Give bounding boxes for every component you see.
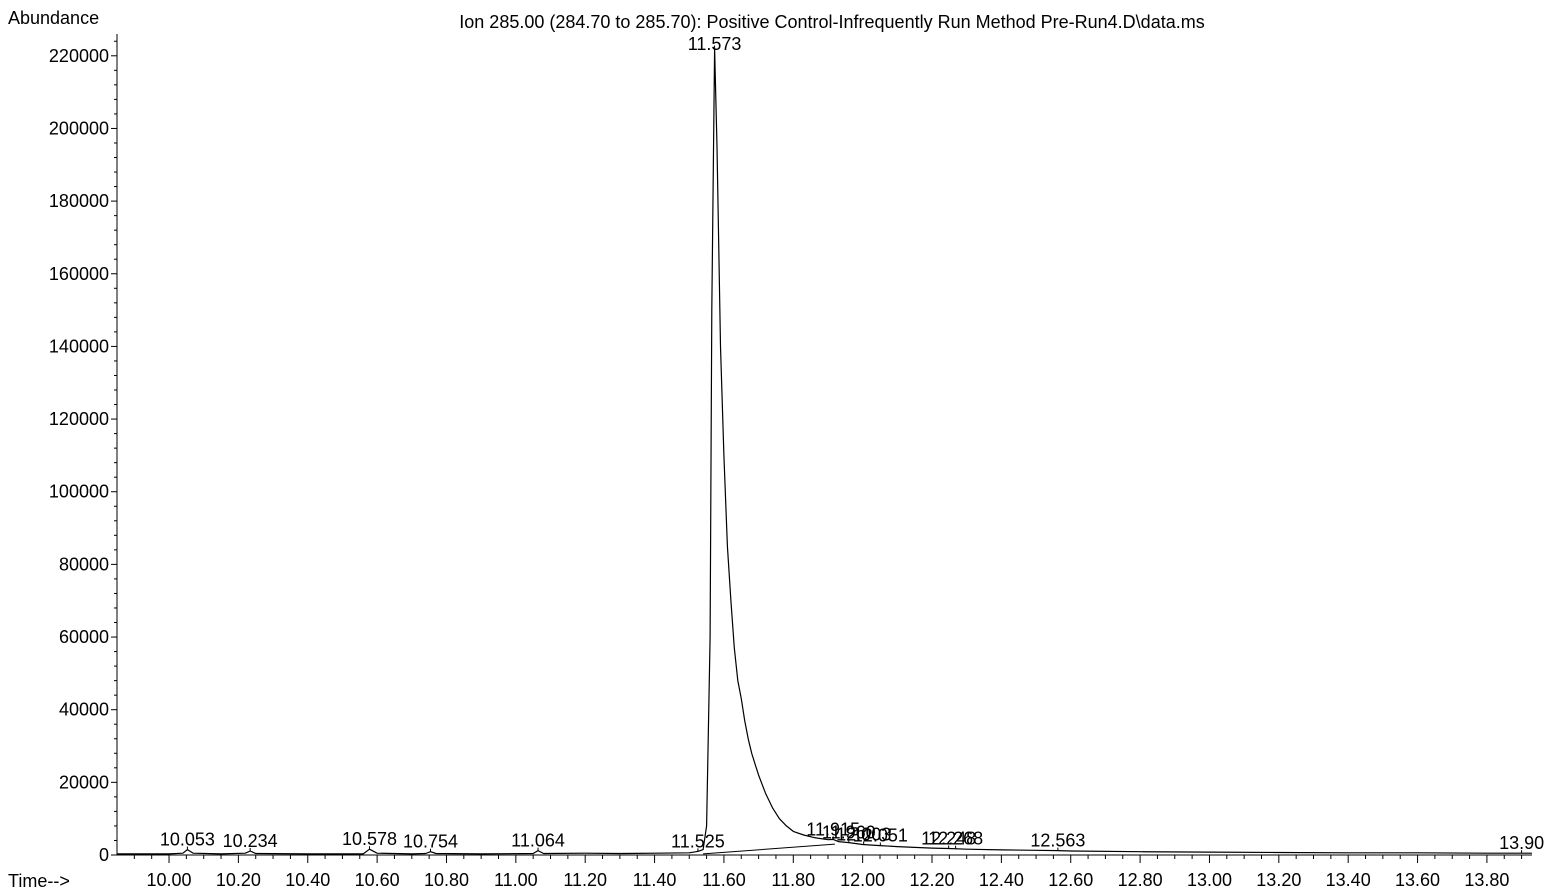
x-tick-label: 13.20	[1256, 870, 1301, 890]
integration-baselines	[703, 843, 835, 855]
peak-label: 11.573	[688, 34, 742, 54]
x-tick-label: 11.40	[633, 870, 677, 890]
x-tick-label: 12.20	[909, 870, 954, 890]
series-group	[117, 47, 1532, 855]
peak-label: 11.960	[822, 823, 876, 843]
x-tick-label: 12.60	[1048, 870, 1093, 890]
y-axis-label: Abundance	[8, 8, 99, 28]
y-tick-label: 40000	[59, 700, 109, 720]
x-tick-label: 13.60	[1395, 870, 1440, 890]
baseline-segment	[703, 843, 835, 855]
x-tick-label: 11.80	[771, 870, 815, 890]
y-tick-label: 200000	[49, 118, 109, 138]
y-tick-label: 140000	[49, 336, 109, 356]
peak-label: 11.525	[671, 831, 725, 851]
y-tick-label: 180000	[49, 191, 109, 211]
x-tick-label: 10.60	[355, 870, 400, 890]
peak-label: 12.248	[921, 828, 976, 848]
y-tick-label: 160000	[49, 264, 109, 284]
peak-label: 10.053	[160, 830, 215, 850]
y-axis-ticks: 0 20000 40000 60000 80000 100000 120000 140000 1…	[49, 40, 117, 865]
x-tick-label: 11.20	[563, 870, 607, 890]
x-tick-label: 11.60	[702, 870, 746, 890]
x-axis-ticks: 10.00 10.20 10.40 10.60 10.80 11.00 11.20 11.40…	[133, 855, 1523, 890]
peak-label: 10.754	[403, 832, 458, 852]
x-axis-label: Time-->	[8, 871, 70, 891]
x-tick-label: 13.00	[1187, 870, 1232, 890]
y-tick-label: 60000	[59, 627, 109, 647]
x-tick-label: 10.00	[146, 870, 191, 890]
y-tick-label: 220000	[49, 46, 109, 66]
x-tick-label: 11.00	[494, 870, 538, 890]
x-tick-label: 12.40	[979, 870, 1024, 890]
x-tick-label: 12.00	[840, 870, 885, 890]
y-tick-label: 120000	[49, 409, 109, 429]
x-tick-label: 10.40	[285, 870, 330, 890]
chart-title: Ion 285.00 (284.70 to 285.70): Positive …	[459, 12, 1204, 32]
peak-label: 11.064	[511, 831, 565, 851]
peak-label: 12.268	[928, 829, 983, 849]
x-tick-label: 10.20	[216, 870, 261, 890]
x-tick-label: 13.40	[1326, 870, 1371, 890]
y-tick-label: 80000	[59, 554, 109, 574]
series-line	[117, 47, 1532, 855]
peak-labels: 10.053 10.234 10.578 10.754 11.064 11.525 11.5…	[160, 34, 1544, 854]
peak-label: 12.051	[853, 826, 908, 846]
peak-label: 10.578	[342, 829, 397, 849]
y-tick-label: 100000	[49, 482, 109, 502]
y-tick-label: 0	[99, 845, 109, 865]
peak-label: 10.234	[223, 831, 278, 851]
x-tick-label: 10.80	[424, 870, 469, 890]
peak-label: 12.003	[836, 824, 891, 844]
y-tick-label: 20000	[59, 772, 109, 792]
peak-label: 12.563	[1030, 831, 1085, 851]
peak-label: 11.915	[806, 819, 860, 839]
x-tick-label: 13.80	[1464, 870, 1509, 890]
x-tick-label: 12.80	[1118, 870, 1163, 890]
peak-label: 13.90	[1499, 833, 1544, 853]
